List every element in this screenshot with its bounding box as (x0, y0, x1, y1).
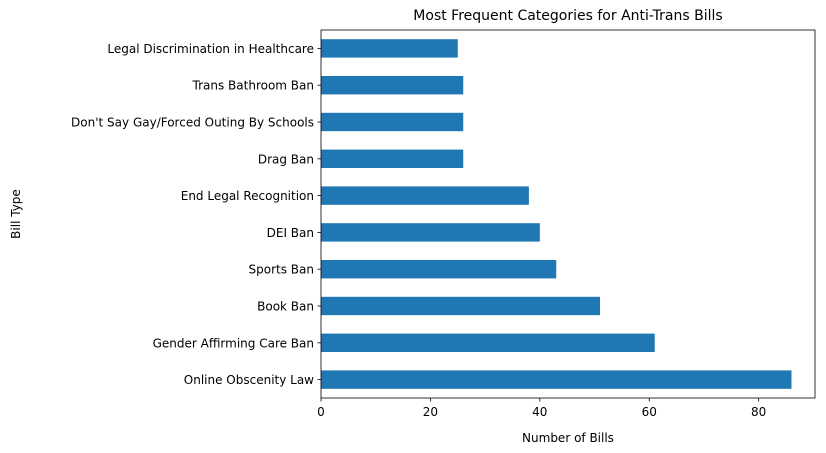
bar-online-obscenity-law (321, 370, 792, 389)
bar-end-legal-recognition (321, 186, 529, 205)
y-tick-label: Sports Ban (249, 263, 314, 277)
y-tick-label: Trans Bathroom Ban (192, 79, 314, 93)
y-tick-label: Drag Ban (258, 152, 314, 166)
y-tick-label: Legal Discrimination in Healthcare (107, 42, 314, 56)
y-tick-label: Don't Say Gay/Forced Outing By Schools (71, 116, 314, 130)
y-tick-label: Book Ban (257, 300, 314, 314)
x-tick-label: 60 (642, 405, 657, 419)
bar-gender-affirming-care-ban (321, 333, 655, 352)
x-ticks-group: 0 20 40 60 80 (317, 398, 766, 419)
x-tick-label: 20 (423, 405, 438, 419)
y-tick-label: Gender Affirming Care Ban (153, 336, 314, 350)
bar-book-ban (321, 296, 601, 316)
bar-sports-ban (321, 260, 557, 279)
y-axis-label: Bill Type (9, 189, 23, 239)
bar-drag-ban (321, 149, 464, 168)
y-ticks-group: Online Obscenity Law Gender Affirming Car… (71, 42, 321, 387)
x-tick-label: 0 (317, 405, 325, 419)
bar-trans-bathroom-ban (321, 76, 464, 95)
x-tick-label: 80 (751, 405, 766, 419)
bar-legal-discrimination-in-healthcare (321, 39, 458, 58)
x-axis-label: Number of Bills (522, 431, 614, 445)
bar-don-t-say-gay-forced-outing-by-schools (321, 112, 464, 132)
y-tick-label: End Legal Recognition (181, 189, 314, 203)
bar-dei-ban (321, 223, 540, 242)
y-tick-label: Online Obscenity Law (184, 373, 314, 387)
x-tick-label: 40 (532, 405, 547, 419)
plot-frame (320, 29, 816, 399)
chart-title: Most Frequent Categories for Anti-Trans … (413, 8, 722, 24)
bars-group (321, 39, 792, 389)
y-tick-label: DEI Ban (267, 226, 314, 240)
